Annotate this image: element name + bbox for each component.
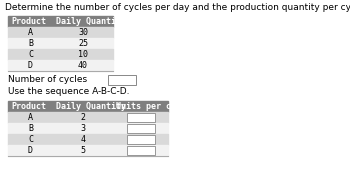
Bar (8, 38, 113, 49)
Bar (126, 135, 154, 144)
Text: A: A (28, 113, 33, 122)
Bar (108, 75, 136, 85)
Text: Product: Product (11, 17, 46, 26)
Text: B: B (28, 39, 33, 48)
Text: 30: 30 (78, 28, 88, 37)
Bar (8, 27, 113, 38)
Text: 40: 40 (78, 61, 88, 70)
Text: 25: 25 (78, 39, 88, 48)
Text: B: B (28, 124, 33, 133)
Bar (8, 145, 168, 156)
Text: C: C (28, 135, 33, 144)
Bar (8, 60, 113, 71)
Text: 3: 3 (80, 124, 85, 133)
Bar (8, 101, 168, 112)
Text: Determine the number of cycles per day and the production quantity per cycle for: Determine the number of cycles per day a… (5, 3, 350, 12)
Bar (126, 146, 154, 155)
Bar (8, 123, 168, 134)
Text: Use the sequence A-B-C-D.: Use the sequence A-B-C-D. (8, 88, 130, 96)
Bar (126, 124, 154, 133)
Bar (8, 112, 168, 123)
Text: Product: Product (11, 102, 46, 111)
Bar (126, 113, 154, 122)
Text: Daily Quantity: Daily Quantity (56, 102, 126, 111)
Text: D: D (28, 61, 33, 70)
Bar (8, 16, 113, 27)
Text: Number of cycles: Number of cycles (8, 76, 87, 84)
Text: Units per cycle: Units per cycle (116, 102, 191, 111)
Text: 5: 5 (80, 146, 85, 155)
Text: Daily Quantity: Daily Quantity (56, 17, 126, 26)
Text: D: D (28, 146, 33, 155)
Text: 4: 4 (80, 135, 85, 144)
Bar (8, 49, 113, 60)
Text: 10: 10 (78, 50, 88, 59)
Text: A: A (28, 28, 33, 37)
Bar (8, 134, 168, 145)
Text: C: C (28, 50, 33, 59)
Text: 2: 2 (80, 113, 85, 122)
